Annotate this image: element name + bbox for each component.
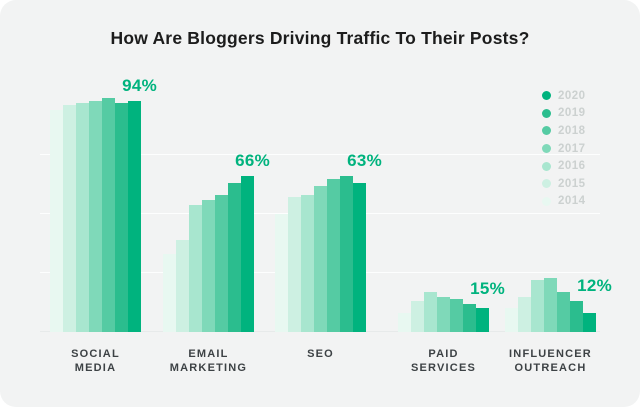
bar-email-marketing-2019	[228, 183, 241, 332]
bar-seo-2016	[301, 195, 314, 332]
bar-group-paid-services: 15%	[398, 96, 505, 332]
legend-year-label: 2019	[558, 107, 586, 120]
bar-influencer-outreach-2018	[557, 291, 570, 332]
bar-seo-2017	[314, 185, 327, 332]
plot-area: 94% 66% 63% 15% 12%	[40, 76, 612, 332]
bar-paid-services-2018	[450, 298, 463, 332]
bar-paid-services-2014	[398, 313, 411, 332]
bar-social-media-2015	[63, 105, 76, 332]
x-axis-label-paid-services: PAID SERVICES	[410, 348, 477, 374]
bar-group-influencer-outreach: 12%	[505, 96, 612, 332]
gridline-75	[40, 154, 600, 155]
legend-item-2018: 2018	[542, 122, 586, 140]
legend-item-2015: 2015	[542, 175, 586, 193]
bar-paid-services-2019	[463, 303, 476, 332]
bar-paid-services-2017	[437, 296, 450, 332]
legend-item-2019: 2019	[542, 105, 586, 123]
bar-group-email-marketing: 66%	[163, 96, 270, 332]
bar-influencer-outreach-2020	[583, 313, 596, 332]
legend-dot-2017	[542, 144, 551, 154]
bar-paid-services-2020	[476, 308, 489, 332]
bar-influencer-outreach-2019	[570, 301, 583, 332]
legend-year-label: 2014	[558, 195, 586, 208]
bar-email-marketing-2018	[215, 195, 228, 332]
legend: 2020 2019 2018 2017 2016 2015 2014	[542, 87, 586, 210]
x-axis-label-seo: SEO	[307, 348, 334, 360]
bar-social-media-2017	[89, 100, 102, 332]
legend-dot-2015	[542, 179, 551, 189]
bar-influencer-outreach-2016	[531, 280, 544, 332]
bar-influencer-outreach-2015	[518, 296, 531, 332]
chart-title: How Are Bloggers Driving Traffic To Thei…	[110, 28, 530, 48]
bar-email-marketing-2017	[202, 199, 215, 332]
legend-dot-2018	[542, 126, 551, 136]
bar-email-marketing-2015	[176, 239, 189, 332]
x-axis-label-influencer-outreach: INFLUENCER OUTREACH	[509, 348, 592, 374]
bar-paid-services-2016	[424, 291, 437, 332]
x-axis-label-email-marketing: EMAIL MARKETING	[169, 348, 248, 374]
bar-social-media-2014	[50, 110, 63, 332]
bar-group-social-media: 94%	[50, 76, 157, 332]
legend-dot-2019	[542, 108, 551, 118]
legend-year-label: 2018	[558, 124, 586, 137]
bar-social-media-2019	[115, 103, 128, 332]
bar-seo-2014	[275, 214, 288, 332]
value-label-social-media: 94%	[122, 75, 157, 95]
bar-social-media-2020	[128, 100, 141, 332]
bar-seo-2020	[353, 183, 366, 332]
value-label-seo: 63%	[347, 151, 382, 171]
legend-year-label: 2016	[558, 160, 586, 173]
legend-year-label: 2015	[558, 177, 586, 190]
legend-dot-2014	[542, 196, 551, 206]
legend-item-2020: 2020	[542, 87, 586, 105]
value-label-email-marketing: 66%	[235, 151, 270, 171]
bar-email-marketing-2016	[189, 204, 202, 332]
bar-seo-2018	[327, 178, 340, 332]
bar-social-media-2018	[102, 98, 115, 332]
bar-influencer-outreach-2014	[505, 308, 518, 332]
x-axis-label-social-media: SOCIAL MEDIA	[71, 348, 120, 374]
legend-item-2014: 2014	[542, 193, 586, 211]
legend-dot-2016	[542, 161, 551, 171]
legend-item-2016: 2016	[542, 157, 586, 175]
value-label-influencer-outreach: 12%	[577, 276, 612, 296]
bar-seo-2019	[340, 176, 353, 332]
value-label-paid-services: 15%	[470, 278, 505, 298]
legend-dot-2020	[542, 91, 551, 101]
legend-year-label: 2020	[558, 89, 586, 102]
bar-social-media-2016	[76, 103, 89, 332]
bar-group-seo: 63%	[275, 96, 382, 332]
bar-paid-services-2015	[411, 301, 424, 332]
bar-email-marketing-2020	[241, 176, 254, 332]
bar-email-marketing-2014	[163, 254, 176, 332]
legend-year-label: 2017	[558, 142, 586, 155]
legend-item-2017: 2017	[542, 140, 586, 158]
bar-influencer-outreach-2017	[544, 277, 557, 332]
bar-seo-2015	[288, 197, 301, 332]
